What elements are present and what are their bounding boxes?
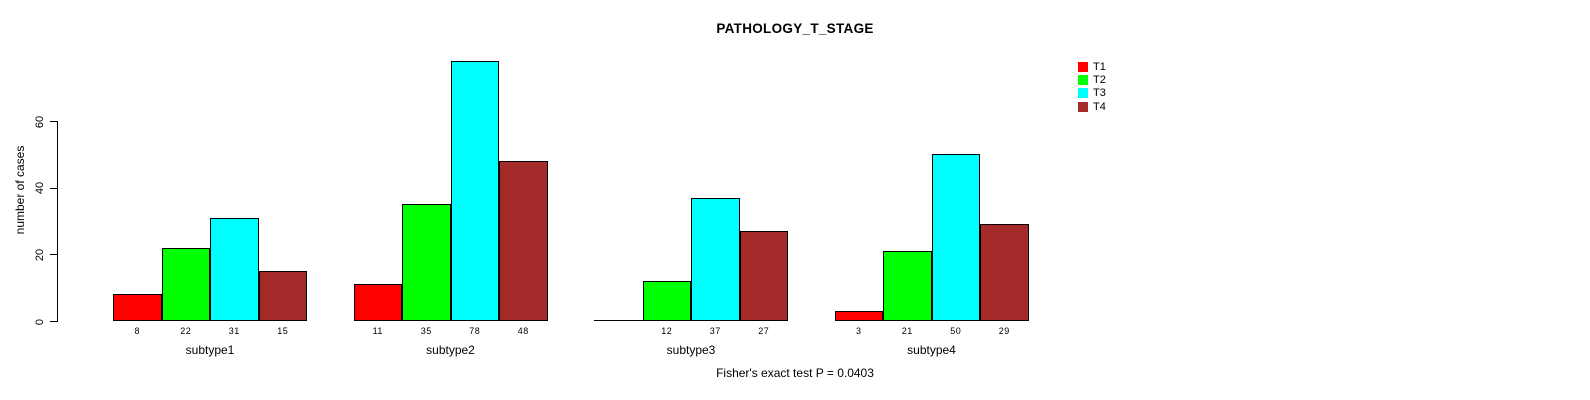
y-axis-tick xyxy=(50,187,57,189)
category-label-subtype2: subtype2 xyxy=(426,343,475,357)
category-label-subtype1: subtype1 xyxy=(185,343,235,357)
bar-value-label-T1-subtype1: 8 xyxy=(134,326,140,336)
bar-value-label-T2-subtype4: 21 xyxy=(901,326,913,336)
category-label-subtype3: subtype3 xyxy=(666,343,716,357)
bar-value-label-T2-subtype3: 12 xyxy=(661,326,673,336)
legend-label-T3: T3 xyxy=(1093,87,1106,100)
bar-T1-subtype4 xyxy=(834,311,883,321)
legend-swatch-T4 xyxy=(1078,101,1088,112)
bar-T4-subtype1 xyxy=(258,271,307,321)
y-axis-label-text: number of cases xyxy=(13,145,27,235)
legend-item-T2: T2 xyxy=(1078,73,1106,86)
legend-item-T4: T4 xyxy=(1078,100,1106,113)
legend-swatch-T2 xyxy=(1078,75,1088,86)
bar-value-label-T3-subtype2: 78 xyxy=(469,326,481,336)
bar-value-label-T4-subtype2: 48 xyxy=(517,326,529,336)
bar-value-label-T4-subtype3: 27 xyxy=(758,326,770,336)
bar-value-label-T4-subtype4: 29 xyxy=(998,326,1010,336)
chart-title: PATHOLOGY_T_STAGE xyxy=(716,21,874,36)
y-axis-tick xyxy=(50,121,57,123)
legend-item-T1: T1 xyxy=(1078,60,1106,73)
legend-label-T2: T2 xyxy=(1093,74,1106,87)
y-axis-tick-label: 40 xyxy=(34,182,46,195)
legend-label-T1: T1 xyxy=(1093,60,1106,73)
bar-value-label-T4-subtype1: 15 xyxy=(277,326,289,336)
bar-T2-subtype1 xyxy=(161,248,210,321)
bar-T3-subtype1 xyxy=(210,218,259,321)
y-axis-tick-label: 60 xyxy=(34,115,46,128)
bar-T3-subtype4 xyxy=(931,154,980,321)
bar-T3-subtype3 xyxy=(691,198,740,321)
bar-T4-subtype3 xyxy=(739,231,788,321)
legend-swatch-T3 xyxy=(1078,88,1088,99)
bar-T4-subtype4 xyxy=(980,224,1029,321)
category-label-subtype4: subtype4 xyxy=(907,343,956,357)
bar-T4-subtype2 xyxy=(499,161,548,321)
legend-item-T3: T3 xyxy=(1078,87,1106,100)
legend: T1 T2 T3 T4 xyxy=(1078,60,1106,114)
bar-T2-subtype3 xyxy=(642,281,691,321)
bar-value-label-T2-subtype2: 35 xyxy=(420,326,432,336)
legend-label-T4: T4 xyxy=(1093,100,1106,113)
bar-T2-subtype2 xyxy=(402,204,451,321)
bar-T2-subtype4 xyxy=(883,251,932,321)
bar-value-label-T3-subtype4: 50 xyxy=(950,326,962,336)
y-axis-line xyxy=(57,121,58,322)
bar-value-label-T3-subtype3: 37 xyxy=(709,326,721,336)
bar-T1-subtype1 xyxy=(113,294,162,321)
bar-value-label-T1-subtype4: 3 xyxy=(855,326,862,336)
y-axis-tick-label: 20 xyxy=(34,248,46,262)
y-axis-tick xyxy=(50,254,57,256)
bar-value-label-T1-subtype2: 11 xyxy=(372,326,383,336)
legend-swatch-T1 xyxy=(1078,61,1088,72)
annotation-text: Fisher's exact test P = 0.0403 xyxy=(716,366,874,380)
y-axis-tick-label: 0 xyxy=(34,318,46,325)
bar-value-label-T3-subtype1: 31 xyxy=(228,326,240,336)
bar-T1-subtype2 xyxy=(353,284,402,321)
bar-T1-subtype3 xyxy=(594,320,643,321)
y-axis-tick xyxy=(50,321,57,322)
bar-T3-subtype2 xyxy=(450,61,499,321)
bar-value-label-T2-subtype1: 22 xyxy=(180,326,192,336)
